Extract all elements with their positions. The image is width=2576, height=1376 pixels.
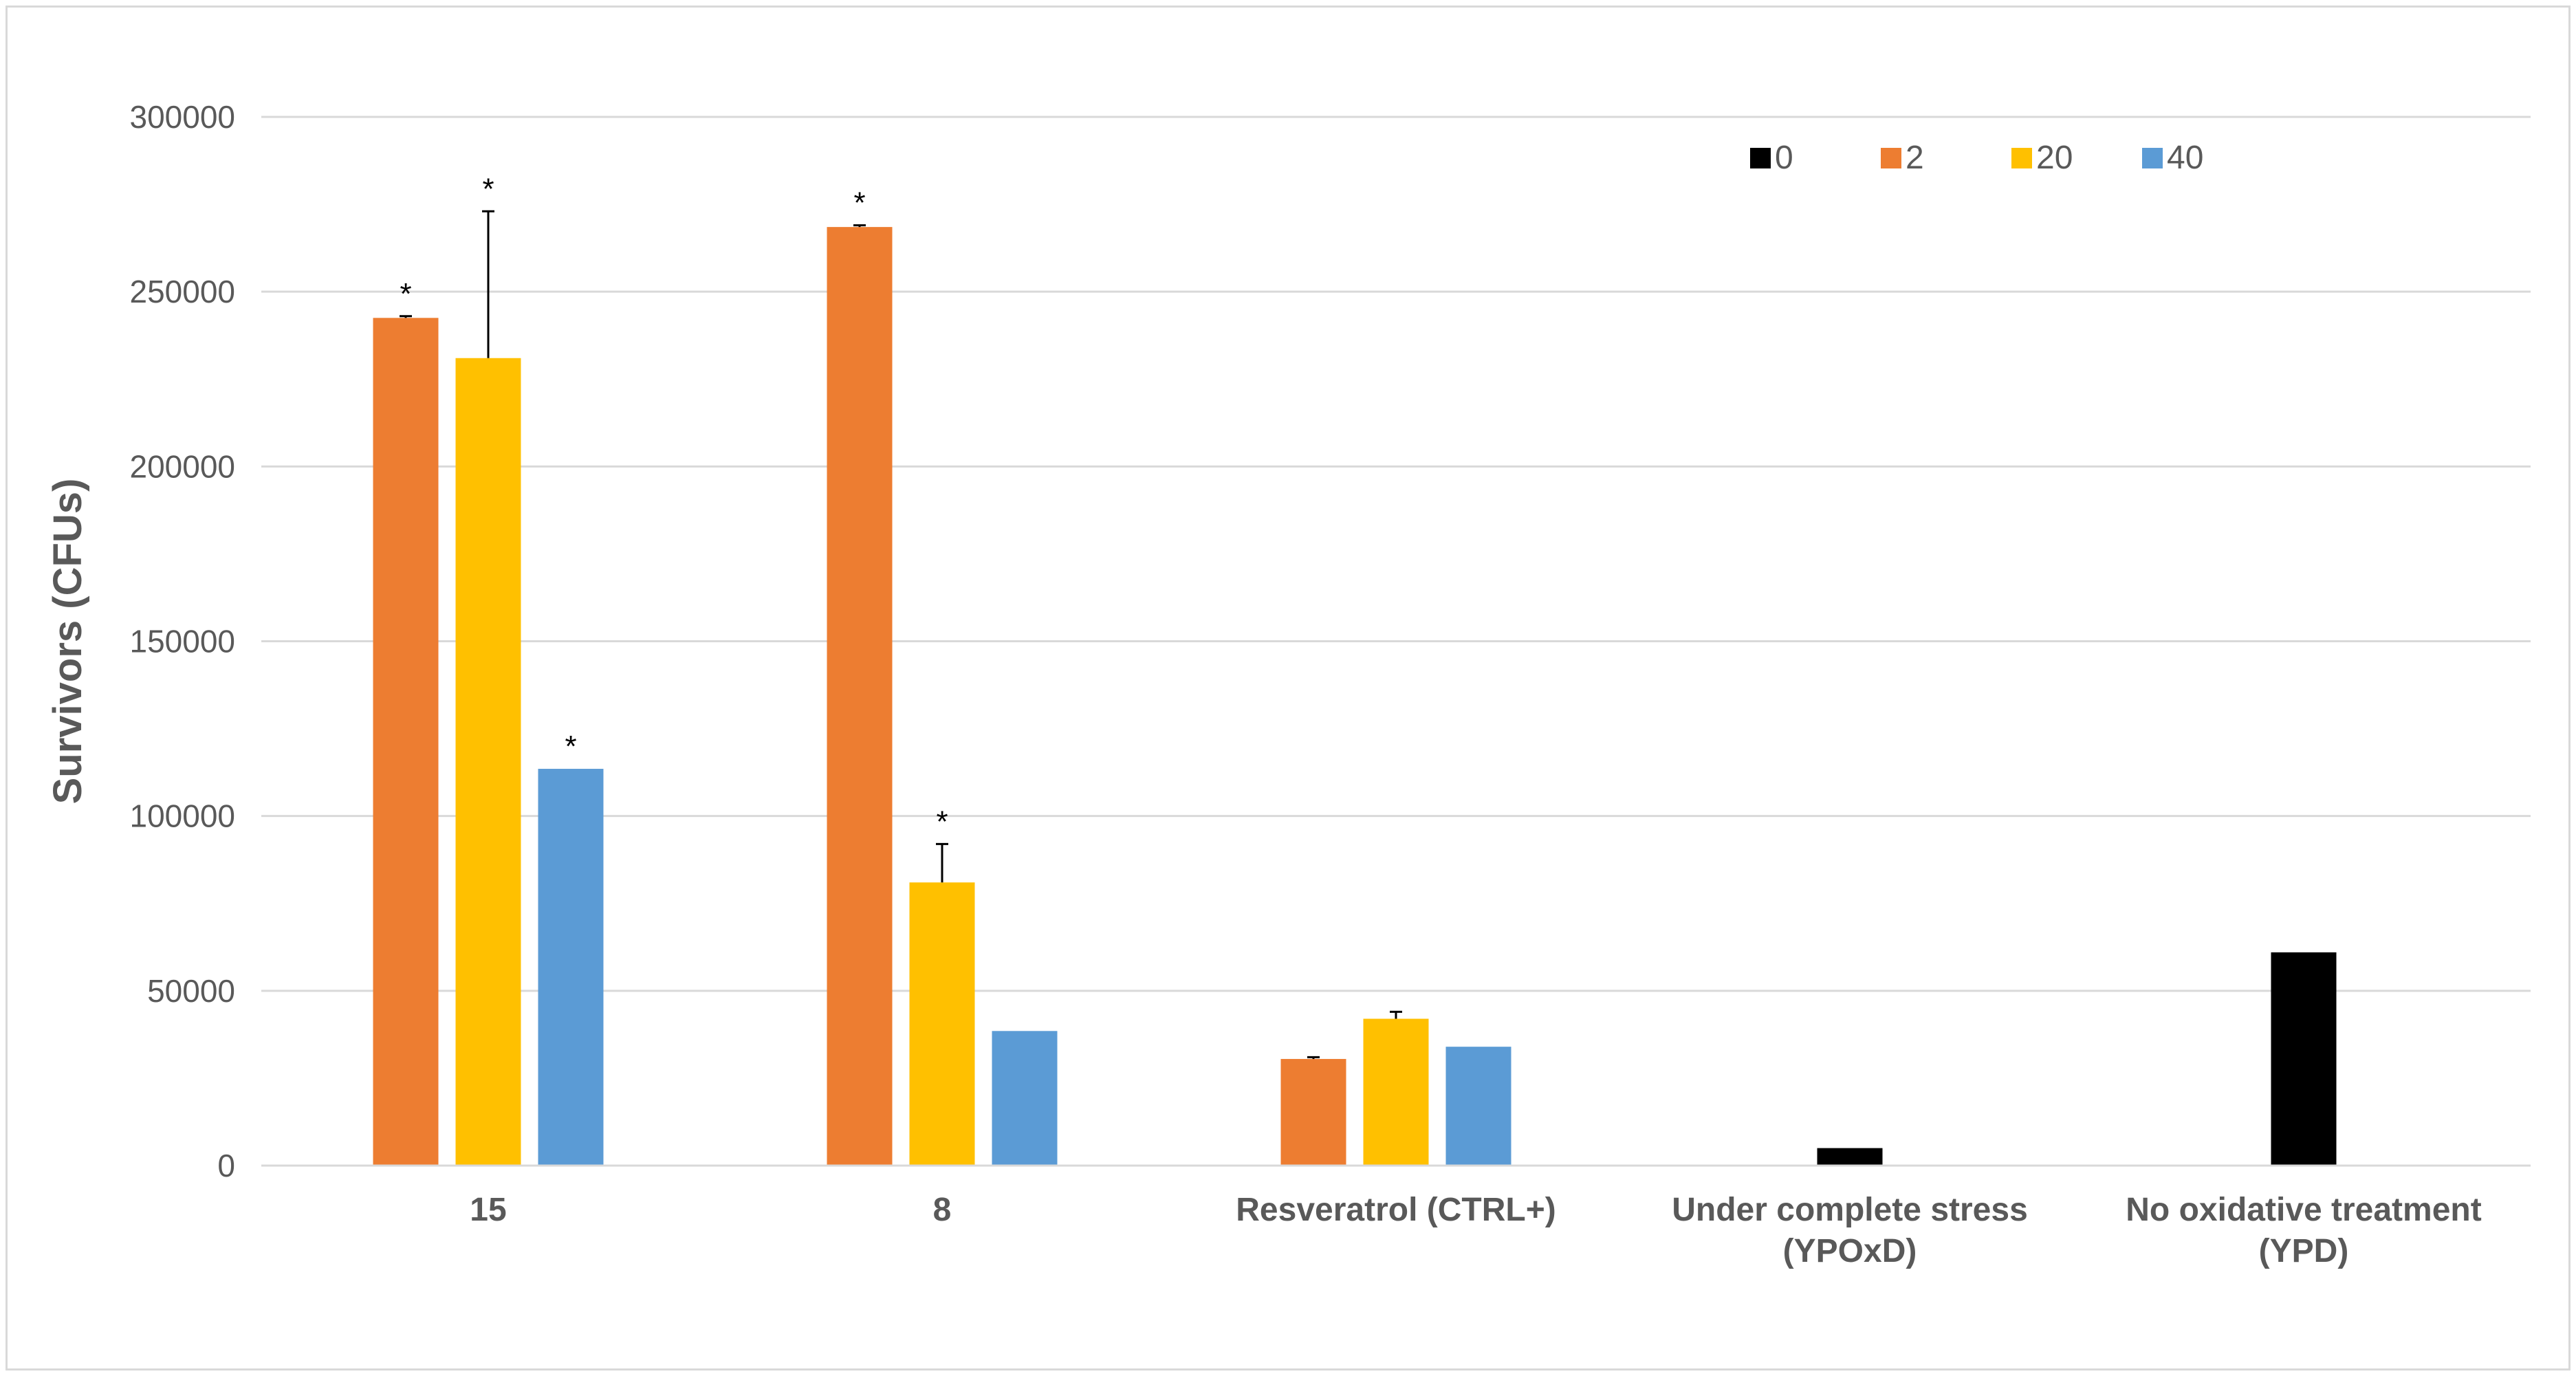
y-tick-label: 0 xyxy=(217,1148,235,1183)
x-tick-label: 15 xyxy=(470,1192,506,1228)
x-tick-label: (YPD) xyxy=(2259,1233,2349,1269)
x-tick-label: 8 xyxy=(933,1192,952,1228)
x-tick-label: Resveratrol (CTRL+) xyxy=(1236,1192,1556,1228)
bar-20-1 xyxy=(909,882,975,1166)
y-tick-label: 300000 xyxy=(130,99,236,135)
bar-40-0 xyxy=(538,769,604,1166)
significance-marker: * xyxy=(853,186,865,220)
significance-marker: * xyxy=(400,277,411,311)
legend-label-40: 40 xyxy=(2167,140,2203,176)
legend-swatch-0 xyxy=(1750,148,1771,168)
bar-2-0 xyxy=(373,318,439,1166)
bar-40-1 xyxy=(992,1031,1058,1166)
y-tick-label: 250000 xyxy=(130,274,236,309)
bar-20-2 xyxy=(1363,1018,1429,1166)
legend-swatch-40 xyxy=(2142,148,2163,168)
x-tick-label: No oxidative treatment xyxy=(2126,1192,2481,1228)
bar-0-3 xyxy=(1817,1148,1883,1166)
bar-0-4 xyxy=(2271,952,2337,1166)
bar-2-2 xyxy=(1280,1058,1346,1166)
y-tick-label: 100000 xyxy=(130,798,236,834)
significance-marker: * xyxy=(565,730,576,763)
x-tick-label: (YPOxD) xyxy=(1783,1233,1917,1269)
legend-label-20: 20 xyxy=(2036,140,2073,176)
bar-2-1 xyxy=(827,227,893,1166)
x-tick-label: Under complete stress xyxy=(1672,1192,2028,1228)
bar-20-0 xyxy=(455,358,521,1166)
significance-marker: * xyxy=(482,172,494,206)
legend-swatch-20 xyxy=(2011,148,2032,168)
bar-40-2 xyxy=(1445,1047,1511,1166)
significance-marker: * xyxy=(936,805,948,838)
y-tick-label: 200000 xyxy=(130,448,236,484)
legend-swatch-2 xyxy=(1881,148,1901,168)
legend-label-2: 2 xyxy=(1906,140,1924,176)
legend-label-0: 0 xyxy=(1775,140,1793,176)
y-tick-label: 50000 xyxy=(147,973,235,1009)
y-tick-label: 150000 xyxy=(130,624,236,659)
y-axis-label: Survivors (CFUs) xyxy=(45,479,90,805)
